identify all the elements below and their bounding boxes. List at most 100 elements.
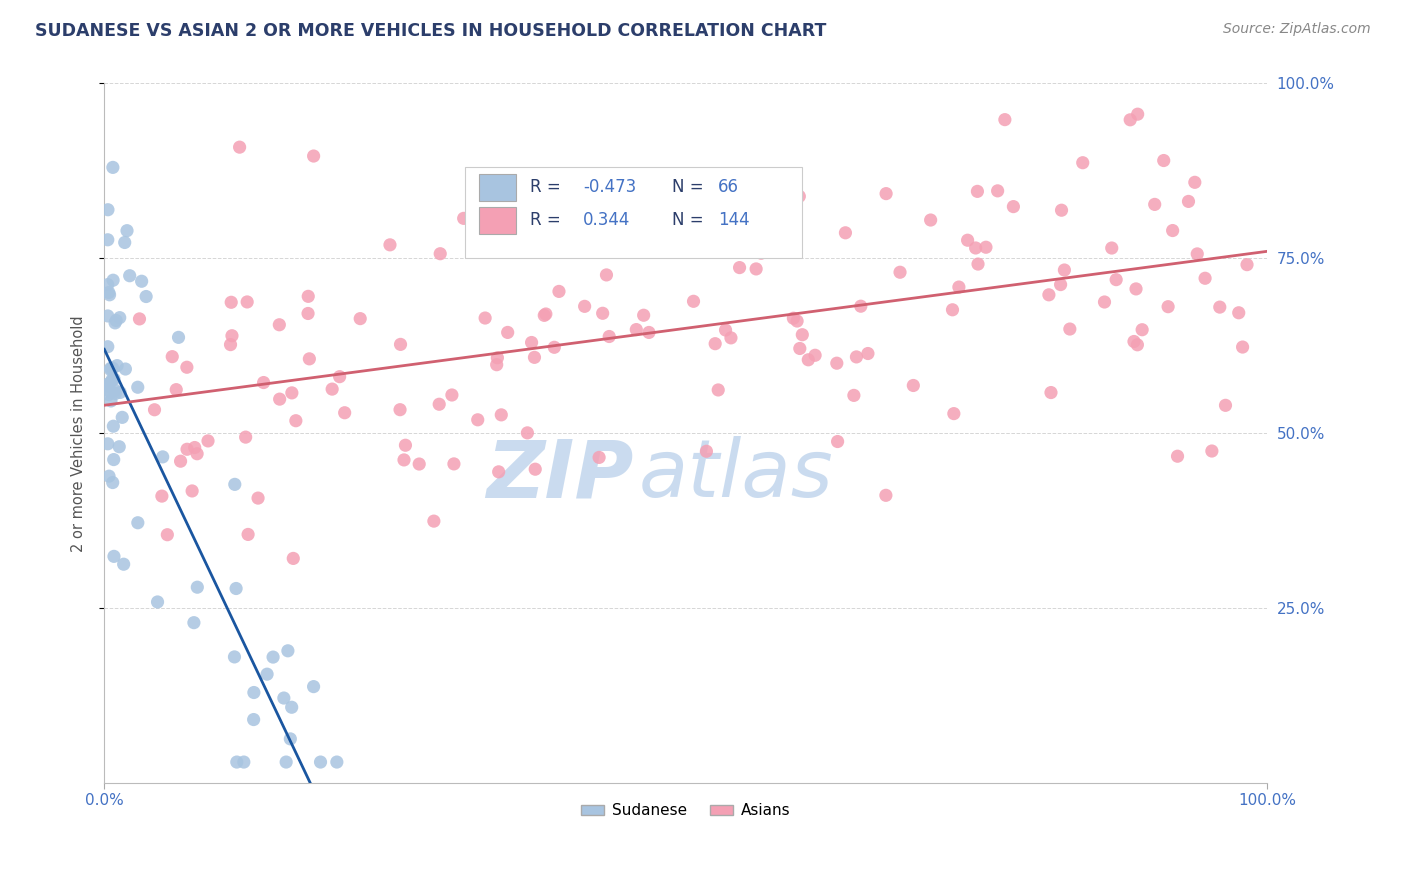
Point [524,462,547,476]
Point [1194,271,1216,285]
Point [797,352,820,367]
Text: 66: 66 [718,178,740,196]
Point [186,580,208,594]
Point [105,359,128,373]
Point [101,273,124,287]
Point [101,475,124,490]
Point [329,369,352,384]
Point [1232,340,1254,354]
Point [277,644,299,658]
Point [256,667,278,681]
Text: 144: 144 [718,211,749,229]
Point [100,393,122,408]
Point [100,384,122,399]
Y-axis label: 2 or more Vehicles in Household: 2 or more Vehicles in Household [72,315,86,551]
Point [183,615,205,630]
Point [127,380,149,394]
Point [1177,194,1199,209]
Point [349,311,371,326]
Point [834,226,856,240]
Point [103,419,125,434]
Point [108,440,131,454]
Point [135,289,157,303]
Point [745,261,768,276]
Point [1049,277,1071,292]
Point [1184,175,1206,189]
Point [219,337,242,351]
Point [467,413,489,427]
Point [595,268,617,282]
Point [523,351,546,365]
Point [942,407,965,421]
Point [533,309,555,323]
Point [333,406,356,420]
Point [118,268,141,283]
Point [225,755,247,769]
Point [97,233,120,247]
Point [284,414,307,428]
Point [236,295,259,310]
Point [326,755,349,769]
Point [131,274,153,288]
Text: -0.473: -0.473 [583,178,637,196]
Point [225,582,247,596]
Point [574,299,596,313]
Point [966,185,988,199]
Point [181,483,204,498]
Point [389,402,412,417]
Point [485,358,508,372]
Point [1119,112,1142,127]
Point [297,306,319,320]
Point [97,379,120,393]
Point [167,330,190,344]
Point [1126,107,1149,121]
Point [789,189,811,203]
Point [1126,338,1149,352]
Point [1050,203,1073,218]
Point [1227,306,1250,320]
Point [543,340,565,354]
Point [98,362,121,376]
Point [1130,323,1153,337]
Point [247,491,270,505]
Point [101,161,124,175]
Point [920,213,942,227]
Point [97,340,120,354]
Point [219,295,242,310]
Point [634,228,657,243]
Point [548,285,571,299]
Point [243,685,266,699]
Point [849,299,872,313]
Point [298,351,321,366]
Point [1143,197,1166,211]
Point [162,350,184,364]
Point [626,322,648,336]
Point [598,329,620,343]
Point [236,527,259,541]
Point [707,383,730,397]
Point [269,318,291,332]
Point [394,438,416,452]
Point [638,326,661,340]
Point [588,450,610,465]
Point [427,397,450,411]
Point [97,437,120,451]
Point [309,755,332,769]
Point [103,452,125,467]
Point [152,450,174,464]
Point [97,202,120,217]
Point [728,260,751,275]
Point [1153,153,1175,168]
Point [176,442,198,457]
Point [956,233,979,247]
Point [280,700,302,714]
Point [108,310,131,325]
Point [156,527,179,541]
Point [772,192,794,206]
Point [97,309,120,323]
Point [682,294,704,309]
Point [987,184,1010,198]
Point [146,595,169,609]
Text: atlas: atlas [640,436,834,514]
Point [114,362,136,376]
